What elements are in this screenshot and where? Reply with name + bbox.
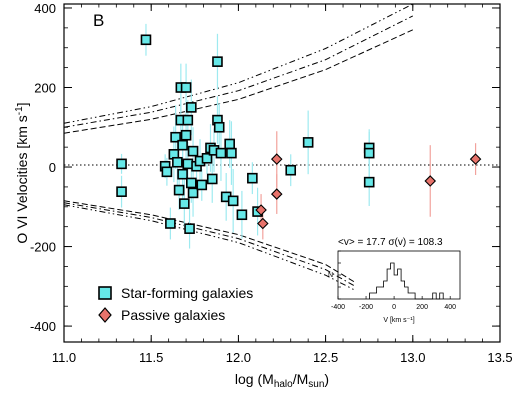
star-forming-point xyxy=(172,156,183,168)
escape-curve-upper xyxy=(64,4,414,124)
star-forming-point xyxy=(177,139,188,151)
star-forming-point xyxy=(182,158,194,170)
star-forming-point xyxy=(179,198,190,209)
star-forming-point xyxy=(161,166,173,178)
x-tick-label: 11.0 xyxy=(52,350,76,365)
star-forming-point xyxy=(201,152,213,164)
star-forming-point xyxy=(247,172,258,184)
inset-x-tick-label: -200 xyxy=(359,304,373,311)
inset-x-tick-label: 400 xyxy=(444,304,456,311)
inset-histogram xyxy=(369,262,444,300)
star-forming-point xyxy=(206,173,218,185)
legend: Star-forming galaxies Passive galaxies xyxy=(98,285,253,323)
star-forming-point xyxy=(363,147,375,159)
panel-letter: B xyxy=(93,11,104,30)
x-tick-label: 12.0 xyxy=(226,350,251,365)
y-tick-label: -200 xyxy=(30,240,56,255)
inset-x-tick-label: 0 xyxy=(392,304,396,311)
plot-frame xyxy=(63,3,501,343)
inset-x-tick-label: -400 xyxy=(331,304,345,311)
escape-curve-lower xyxy=(64,204,356,291)
star-forming-point xyxy=(116,186,127,197)
star-forming-point xyxy=(285,164,297,176)
legend-swatch-passive xyxy=(98,307,112,323)
passive-point xyxy=(257,217,269,230)
y-tick-label: 400 xyxy=(34,1,56,16)
legend-label-passive: Passive galaxies xyxy=(121,307,225,323)
star-forming-point xyxy=(213,121,225,133)
star-forming-point xyxy=(363,176,375,188)
legend-label-star-forming: Star-forming galaxies xyxy=(121,285,253,301)
star-forming-point xyxy=(302,137,314,148)
escape-curve-lower xyxy=(64,200,356,283)
y-tick-label: 0 xyxy=(49,160,56,175)
inset-y-label: N xyxy=(328,272,333,279)
axis-ticks xyxy=(63,4,501,342)
star-forming-point xyxy=(180,82,192,93)
star-forming-point xyxy=(196,179,208,191)
legend-swatch-star-forming xyxy=(98,286,112,300)
star-forming-point xyxy=(224,138,235,150)
star-forming-point xyxy=(170,131,181,143)
velocity-histogram-inset: <v> = 17.7 σ(v) = 108.3 -400 -200 0 200 400 … xyxy=(328,237,461,324)
escape-curve-upper xyxy=(64,29,414,134)
axis-tick-labels: 11.0 11.5 12.0 12.5 13.0 13.5 -400 -200 0 200 400 xyxy=(30,1,512,365)
star-forming-point xyxy=(184,223,195,234)
y-tick-label: 200 xyxy=(34,81,56,96)
escape-velocity-curves xyxy=(64,4,414,291)
star-forming-point xyxy=(165,218,176,229)
x-tick-label: 13.0 xyxy=(400,350,425,365)
x-tick-label: 12.5 xyxy=(313,350,338,365)
x-axis-title: log (Mhalo/Msun) xyxy=(235,371,329,390)
star-forming-point xyxy=(226,147,237,159)
star-forming-point xyxy=(177,168,188,180)
inset-stats: <v> = 17.7 σ(v) = 108.3 xyxy=(338,237,443,248)
escape-curve-lower xyxy=(64,202,356,287)
inset-x-tick-label: 200 xyxy=(416,304,428,311)
passive-point xyxy=(255,204,267,216)
passive-point xyxy=(469,153,482,165)
star-forming-point xyxy=(186,102,197,113)
star-forming-point xyxy=(116,158,127,170)
inset-frame xyxy=(337,250,461,300)
star-forming-point xyxy=(236,209,248,221)
star-forming-point xyxy=(187,145,199,157)
inset-axis-ticks: -400 -200 0 200 400 xyxy=(331,250,456,311)
escape-curve-upper xyxy=(64,15,414,128)
star-forming-point xyxy=(187,187,199,199)
star-forming-point xyxy=(227,195,239,207)
y-tick-label: -400 xyxy=(30,319,56,334)
star-forming-point xyxy=(215,147,227,159)
star-forming-point xyxy=(186,177,197,189)
star-forming-point xyxy=(173,184,185,196)
x-tick-label: 11.5 xyxy=(139,350,163,365)
inset-x-label: V [km s⁻¹] xyxy=(383,317,414,324)
star-forming-point xyxy=(140,34,152,46)
y-axis-title: O VI Velocities [km s-1] xyxy=(14,102,30,243)
passive-point xyxy=(270,153,283,165)
passive-point xyxy=(270,188,283,200)
inset-histogram-steps xyxy=(369,262,444,300)
x-tick-label: 13.5 xyxy=(487,350,512,365)
passive-point xyxy=(424,175,437,187)
star-forming-point xyxy=(180,129,192,141)
star-forming-point xyxy=(182,114,194,126)
star-forming-point xyxy=(212,56,223,67)
data-markers xyxy=(116,34,482,234)
